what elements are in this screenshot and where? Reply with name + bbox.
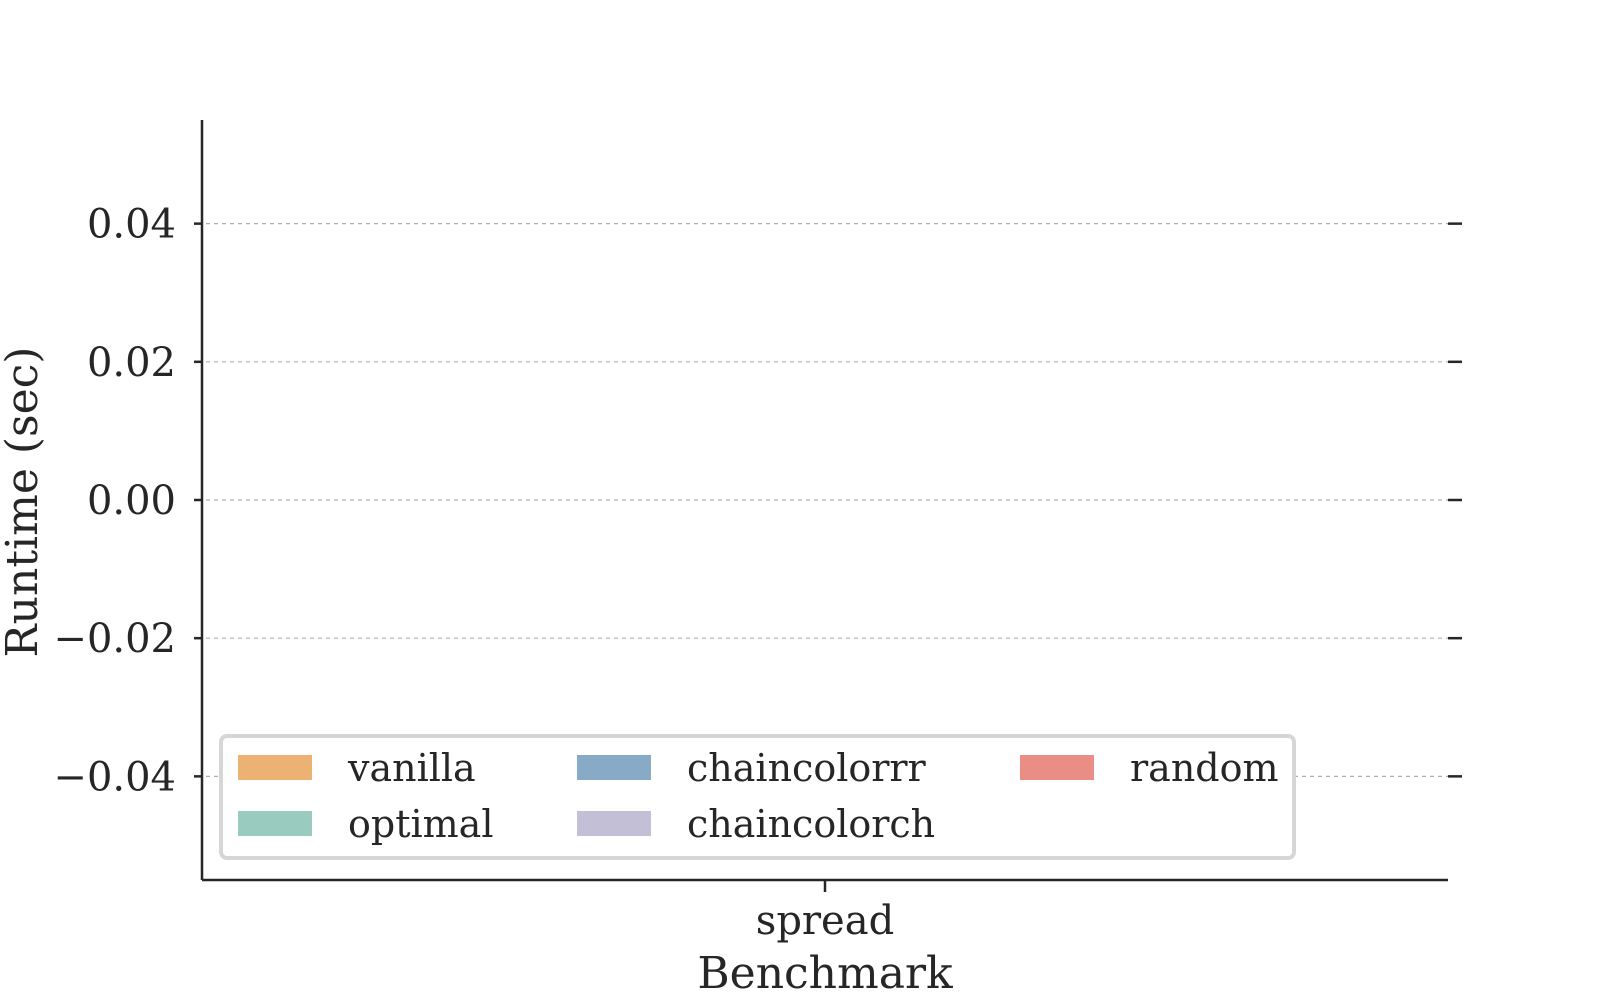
- gridlines: [206, 223, 1450, 777]
- legend-label-vanilla: vanilla: [347, 746, 476, 790]
- x-tick-label: spread: [756, 898, 894, 944]
- y-ticks: −0.04 −0.02 0.00 0.02 0.04: [53, 202, 1462, 800]
- legend-label-random: random: [1130, 746, 1279, 790]
- legend-swatch-random: [1020, 755, 1094, 780]
- y-tick-label: 0.02: [87, 340, 176, 386]
- y-tick-label: −0.04: [53, 754, 176, 800]
- x-ticks: spread: [756, 880, 894, 944]
- legend-label-chaincolorch: chaincolorch: [687, 802, 935, 846]
- y-tick-label: −0.02: [53, 616, 176, 662]
- legend-swatch-optimal: [238, 811, 312, 836]
- legend: vanilla optimal chaincolorrr chaincolorch ra…: [219, 734, 1296, 860]
- legend-swatch-vanilla: [238, 755, 312, 780]
- x-axis-title: Benchmark: [697, 948, 953, 999]
- legend-label-chaincolorrr: chaincolorrr: [687, 746, 927, 790]
- legend-swatch-chaincolorch: [577, 811, 651, 836]
- y-axis-title: Runtime (sec): [0, 347, 48, 658]
- legend-swatch-chaincolorrr: [577, 755, 651, 780]
- y-tick-label: 0.00: [87, 478, 176, 524]
- y-tick-label: 0.04: [87, 202, 176, 248]
- legend-label-optimal: optimal: [348, 802, 493, 846]
